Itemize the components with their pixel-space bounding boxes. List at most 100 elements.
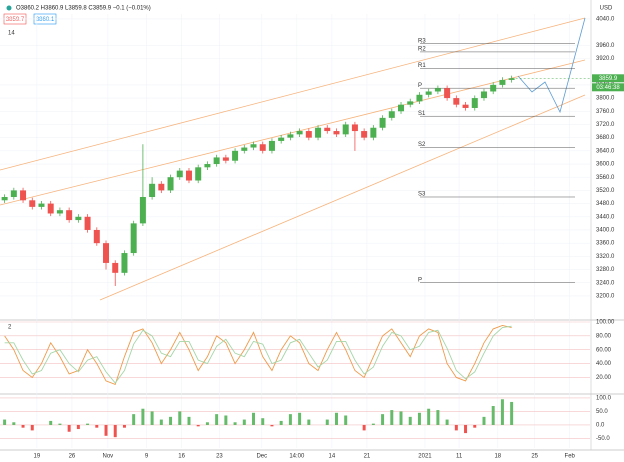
level-label: S3 — [418, 192, 426, 198]
indicator-label: 14 — [8, 31, 15, 37]
y-tick-label: 100.00 — [596, 320, 615, 326]
y-tick-label: 3440.0 — [596, 214, 615, 220]
candle-body — [250, 144, 257, 148]
candle-body — [66, 210, 73, 221]
price-tag — [592, 74, 624, 83]
y-tick-label: 3520.0 — [596, 188, 615, 194]
x-tick-label: 2021 — [418, 454, 432, 460]
time-tag — [592, 83, 624, 92]
candle-body — [425, 91, 432, 95]
y-tick-label: 3480.0 — [596, 201, 615, 207]
y-tick-label: 3560.0 — [596, 175, 615, 181]
x-tick-label: 11 — [456, 454, 463, 460]
level-label: R3 — [418, 38, 426, 44]
candle-body — [278, 137, 285, 141]
candle-body — [342, 124, 349, 135]
candle-body — [213, 157, 220, 165]
candle-body — [93, 229, 100, 244]
candle-body — [139, 196, 146, 224]
candle-body — [158, 183, 165, 191]
x-tick-label: 18 — [494, 454, 501, 460]
candle-body — [176, 170, 183, 178]
x-tick-label: Nov — [103, 454, 114, 460]
candle-body — [1, 196, 8, 201]
price-tag-text: 3859.9 — [599, 76, 618, 82]
y-tick-label: 0.0 — [596, 423, 605, 429]
y-tick-label: 3320.0 — [596, 254, 615, 260]
y-tick-label: 3400.0 — [596, 228, 615, 234]
candle-body — [453, 98, 460, 105]
x-tick-label: Dec — [256, 454, 267, 460]
candle-body — [388, 111, 395, 118]
ohlc: O3860.2 H3860.9 L3859.8 C3859.9 −0.1 (−0… — [16, 6, 151, 12]
candle-body — [56, 210, 63, 214]
y-tick-label: 3760.0 — [596, 109, 615, 115]
candle-body — [185, 170, 192, 181]
candle-body — [84, 216, 91, 230]
candle-body — [167, 177, 174, 191]
pane-label: 2 — [8, 325, 12, 331]
candle-body — [195, 167, 202, 181]
stoch-line — [4, 324, 512, 385]
x-tick-label: 26 — [69, 454, 76, 460]
time-tag-text: 03:46:38 — [596, 85, 620, 91]
candle-body — [29, 200, 36, 207]
y-tick-label: 3960.0 — [596, 43, 615, 49]
y-tick-label: 3240.0 — [596, 280, 615, 286]
y-tick-label: 50.0 — [596, 409, 608, 415]
candle-body — [222, 157, 229, 161]
candle-body — [149, 183, 156, 197]
candle-body — [287, 134, 294, 138]
candle-body — [130, 223, 137, 254]
candle-body — [204, 164, 211, 168]
candle-body — [20, 190, 27, 201]
y-tick-label: -50.0 — [596, 436, 610, 442]
candle-body — [490, 84, 497, 92]
candle-body — [499, 79, 506, 85]
buy-price[interactable]: 3860.1 — [36, 17, 55, 23]
level-label: S1 — [418, 111, 426, 117]
x-tick-label: 21 — [364, 454, 371, 460]
symbol-dot — [6, 5, 12, 11]
candle-body — [324, 127, 331, 132]
candle-body — [434, 88, 441, 92]
candle-body — [241, 147, 248, 151]
candle-body — [361, 131, 368, 138]
y-tick-label: 3280.0 — [596, 267, 615, 273]
candle-body — [10, 190, 17, 197]
candle-body — [462, 104, 469, 108]
y-tick-label: 40.00 — [596, 361, 612, 367]
level-label: R2 — [418, 46, 426, 52]
sell-price[interactable]: 3859.7 — [6, 17, 25, 23]
trend-lines — [0, 17, 586, 301]
candle-body — [268, 140, 275, 151]
stoch-line — [4, 325, 512, 384]
candle-body — [370, 127, 377, 138]
candle-body — [398, 104, 405, 112]
x-tick-label: 19 — [34, 454, 41, 460]
level-label: P — [418, 277, 422, 283]
y-tick-label: 3640.0 — [596, 148, 615, 154]
y-tick-label: 3680.0 — [596, 135, 615, 141]
candle-body — [296, 131, 303, 135]
candle-body — [232, 150, 239, 161]
x-tick-label: 9 — [145, 454, 149, 460]
candle-body — [480, 91, 487, 99]
candle-body — [103, 243, 110, 263]
level-label: R1 — [418, 63, 426, 69]
y-tick-label: 4040.0 — [596, 17, 615, 23]
y-tick-label: 100.0 — [596, 395, 612, 401]
candle-body — [38, 203, 45, 207]
candle-body — [121, 253, 128, 273]
y-tick-label: 3720.0 — [596, 122, 615, 128]
candle-body — [259, 144, 266, 151]
candle-body — [112, 262, 119, 273]
y-tick-label: 60.00 — [596, 347, 612, 353]
y-tick-label: 80.00 — [596, 333, 612, 339]
candle-body — [333, 131, 340, 135]
x-tick-label: 16 — [178, 454, 185, 460]
candle-body — [305, 131, 312, 138]
level-label: S2 — [418, 142, 426, 148]
